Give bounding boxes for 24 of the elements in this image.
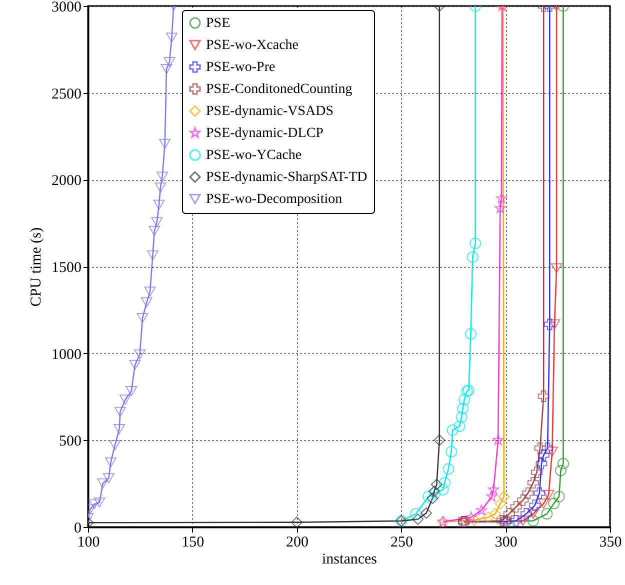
- x-tick-label: 200: [286, 534, 309, 550]
- y-tick-label: 2000: [52, 173, 82, 190]
- x-tick-label: 150: [182, 534, 204, 550]
- x-tick-label: 250: [390, 534, 413, 550]
- x-tick-label: 350: [599, 534, 622, 550]
- y-axis-title: CPU time (s): [28, 227, 44, 307]
- y-tick-label: 0: [74, 520, 82, 536]
- legend-label: PSE-ConditonedCounting: [206, 82, 352, 97]
- legend-label: PSE-dynamic-VSADS: [206, 104, 334, 119]
- legend-label: PSE-dynamic-SharpSAT-TD: [206, 170, 368, 185]
- x-tick-label: 300: [494, 534, 518, 550]
- legend-label: PSE-wo-Xcache: [206, 38, 299, 53]
- y-tick-label: 1000: [52, 346, 82, 363]
- legend-label: PSE-dynamic-DLCP: [206, 126, 324, 141]
- x-tick-label: 100: [77, 534, 100, 550]
- legend-label: PSE-wo-YCache: [206, 148, 302, 163]
- y-tick-label: 3000: [52, 0, 82, 16]
- y-tick-label: 2500: [52, 86, 82, 102]
- legend-label: PSE-wo-Pre: [206, 60, 276, 75]
- y-tick-label: 1500: [52, 260, 82, 276]
- y-tick-label: 500: [59, 434, 82, 450]
- x-axis-title: instances: [322, 552, 378, 568]
- legend-label: PSE-wo-Decomposition: [206, 192, 342, 207]
- legend-label: PSE: [206, 16, 230, 31]
